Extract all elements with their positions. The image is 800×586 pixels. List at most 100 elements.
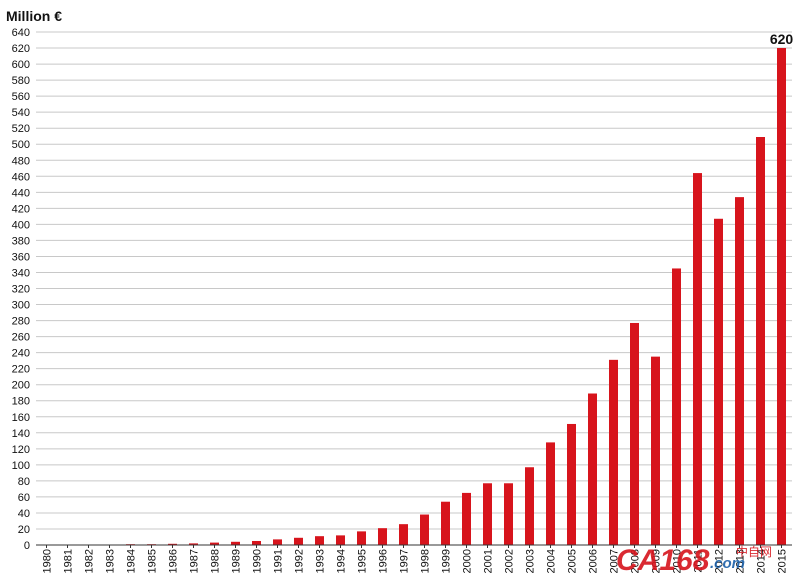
bar-2000 <box>462 492 471 545</box>
bar-1987 <box>189 543 198 545</box>
x-tick-label: 1998 <box>420 549 432 573</box>
y-tick-labels: 0 20 40 60 80 100 120 140 160 180 200 220 240 260 280 3… <box>12 27 30 552</box>
bar-2003 <box>525 467 534 545</box>
watermark-suffix: .com <box>710 555 745 572</box>
y-tick-label: 500 <box>12 139 30 151</box>
x-tick-label: 2005 <box>567 549 579 573</box>
bar-2008 <box>630 322 639 545</box>
x-tick-label: 1983 <box>105 549 117 573</box>
y-tick-label: 620 <box>12 43 30 55</box>
y-tick-label: 180 <box>12 396 30 408</box>
bar-1992 <box>294 537 303 545</box>
y-tick-label: 0 <box>24 540 30 552</box>
watermark-text: CA168 <box>616 544 710 577</box>
x-tick-label: 1986 <box>168 549 180 573</box>
y-tick-label: 300 <box>12 300 30 312</box>
y-tick-label: 540 <box>12 107 30 119</box>
x-tick-label: 2011 <box>693 549 705 573</box>
y-tick-label: 160 <box>12 412 30 424</box>
watermark-logo: CA168 中自网 .com <box>616 544 772 577</box>
bar-2002 <box>504 483 513 545</box>
y-tick-label: 580 <box>12 75 30 87</box>
y-tick-label: 380 <box>12 235 30 247</box>
x-tick-label: 1994 <box>336 549 348 573</box>
gridlines <box>36 31 792 546</box>
x-tick-label: 2002 <box>504 549 516 573</box>
bar-1996 <box>378 528 387 545</box>
y-tick-label: 120 <box>12 444 30 456</box>
bar-2013 <box>735 197 744 545</box>
watermark-cn: 中自网 <box>736 544 772 559</box>
y-tick-label: 40 <box>18 508 30 520</box>
x-tick-label: 1982 <box>84 549 96 573</box>
bars <box>105 48 786 545</box>
x-tick-label: 1984 <box>126 549 138 573</box>
y-tick-label: 320 <box>12 284 30 296</box>
x-tick-label: 1989 <box>231 549 243 573</box>
x-tick-label: 1996 <box>378 549 390 573</box>
bar-1989 <box>231 541 240 545</box>
x-tick-label: 2009 <box>651 549 663 573</box>
bar-2014 <box>756 137 765 545</box>
bar-1993 <box>315 536 324 545</box>
y-tick-label: 20 <box>18 524 30 536</box>
y-tick-label: 80 <box>18 476 30 488</box>
x-tick-label: 2004 <box>546 549 558 573</box>
y-tick-label: 460 <box>12 171 30 183</box>
bar-2010 <box>672 268 681 545</box>
x-tick-label: 2006 <box>588 549 600 573</box>
bar-2005 <box>567 423 576 545</box>
x-tick-label: 1999 <box>441 549 453 573</box>
y-axis-label: Million € <box>6 8 62 24</box>
bar-2009 <box>651 356 660 545</box>
x-tick-label: 1997 <box>399 549 411 573</box>
bar-1991 <box>273 539 282 545</box>
x-tick-label: 1985 <box>147 549 159 573</box>
y-tick-label: 280 <box>12 316 30 328</box>
y-tick-label: 440 <box>12 187 30 199</box>
x-tick-label: 2001 <box>483 549 495 573</box>
bar-1999 <box>441 501 450 545</box>
x-tick-label: 2008 <box>630 549 642 573</box>
x-tick-label: 1995 <box>357 549 369 573</box>
y-tick-label: 140 <box>12 428 30 440</box>
y-tick-label: 480 <box>12 155 30 167</box>
x-tick-label: 1992 <box>294 549 306 573</box>
bar-1994 <box>336 535 345 545</box>
x-tick-label: 2000 <box>462 549 474 573</box>
x-tick-label: 2003 <box>525 549 537 573</box>
bar-1988 <box>210 542 219 545</box>
data-labels: 620 <box>770 31 794 47</box>
x-tick-label: 2014 <box>756 549 768 573</box>
x-tick-labels: 1980 1981 1982 1983 1984 1985 1986 1987 1988 1989… <box>42 545 789 573</box>
bar-2012 <box>714 218 723 545</box>
y-tick-label: 220 <box>12 364 30 376</box>
y-tick-label: 520 <box>12 123 30 135</box>
x-tick-label: 1987 <box>189 549 201 573</box>
bar-2011 <box>693 173 702 545</box>
bar-2004 <box>546 442 555 545</box>
bar-1990 <box>252 540 261 545</box>
y-tick-label: 260 <box>12 332 30 344</box>
y-tick-label: 100 <box>12 460 30 472</box>
x-tick-label: 1993 <box>315 549 327 573</box>
y-tick-label: 240 <box>12 348 30 360</box>
y-tick-label: 560 <box>12 91 30 103</box>
y-tick-label: 360 <box>12 251 30 263</box>
x-tick-label: 1980 <box>42 549 54 573</box>
y-tick-label: 200 <box>12 380 30 392</box>
data-label-2015: 620 <box>770 31 794 47</box>
bar-2001 <box>483 483 492 545</box>
x-tick-label: 2012 <box>714 549 726 573</box>
y-tick-label: 340 <box>12 267 30 279</box>
x-tick-label: 2015 <box>777 549 789 573</box>
y-tick-label: 600 <box>12 59 30 71</box>
x-tick-label: 2007 <box>609 549 621 573</box>
x-tick-label: 2010 <box>672 549 684 573</box>
x-tick-label: 2013 <box>735 549 747 573</box>
bar-1995 <box>357 531 366 545</box>
y-tick-label: 400 <box>12 219 30 231</box>
x-tick-label: 1990 <box>252 549 264 573</box>
bar-1997 <box>399 524 408 545</box>
